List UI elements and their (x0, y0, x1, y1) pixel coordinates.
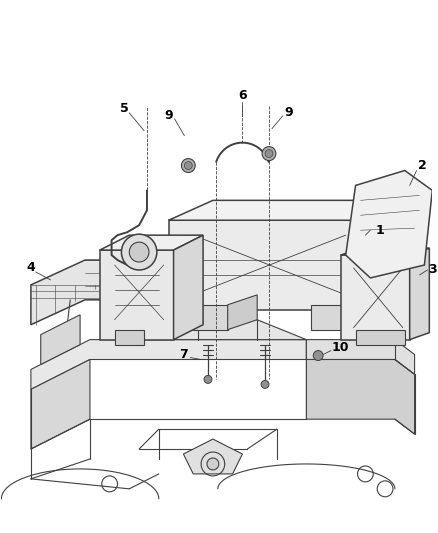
Polygon shape (193, 305, 228, 330)
Polygon shape (346, 171, 432, 278)
Circle shape (204, 375, 212, 383)
Polygon shape (41, 315, 80, 365)
Text: 2: 2 (418, 159, 427, 172)
Text: 6: 6 (238, 90, 247, 102)
Polygon shape (31, 260, 237, 325)
Text: 4: 4 (27, 262, 35, 274)
Circle shape (184, 161, 192, 169)
Polygon shape (365, 200, 410, 310)
Polygon shape (114, 330, 144, 345)
Polygon shape (169, 220, 365, 310)
Polygon shape (306, 340, 415, 375)
Polygon shape (149, 320, 306, 340)
Text: 9: 9 (284, 106, 293, 119)
Text: 10: 10 (332, 341, 350, 354)
Polygon shape (31, 360, 90, 449)
Circle shape (121, 234, 157, 270)
Polygon shape (341, 248, 429, 255)
Polygon shape (228, 295, 257, 330)
Circle shape (265, 150, 273, 158)
Polygon shape (346, 295, 375, 330)
Circle shape (181, 158, 195, 173)
Text: 3: 3 (428, 263, 437, 277)
Circle shape (129, 242, 149, 262)
Polygon shape (341, 255, 410, 340)
Text: 9: 9 (164, 109, 173, 122)
Circle shape (261, 381, 269, 389)
Polygon shape (356, 330, 405, 345)
Text: 1: 1 (376, 224, 385, 237)
Circle shape (262, 147, 276, 160)
Polygon shape (169, 200, 410, 220)
Polygon shape (311, 305, 346, 330)
Polygon shape (410, 248, 429, 340)
Circle shape (313, 351, 323, 360)
Circle shape (207, 458, 219, 470)
Polygon shape (173, 235, 203, 340)
Polygon shape (31, 340, 306, 389)
Text: 5: 5 (120, 102, 129, 115)
Polygon shape (306, 360, 415, 434)
Text: 7: 7 (179, 348, 188, 361)
Polygon shape (100, 235, 203, 250)
Polygon shape (100, 250, 173, 340)
Polygon shape (184, 439, 242, 474)
